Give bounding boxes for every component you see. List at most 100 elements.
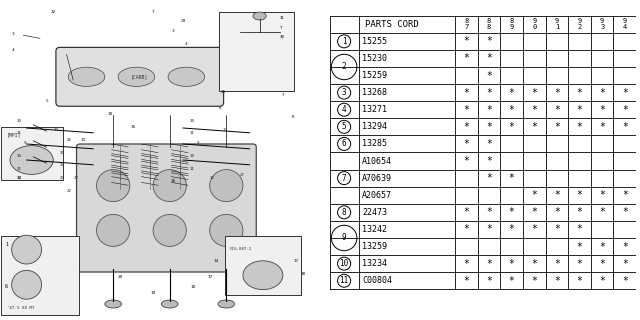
Text: *: * (577, 105, 582, 115)
Text: 11: 11 (17, 132, 22, 135)
FancyBboxPatch shape (1, 127, 63, 180)
Text: 15259: 15259 (362, 71, 387, 80)
Ellipse shape (105, 300, 122, 308)
Text: 9: 9 (196, 141, 199, 145)
Text: 13294: 13294 (362, 122, 387, 131)
Text: 4: 4 (12, 48, 15, 52)
Text: T: T (280, 26, 282, 30)
Text: *: * (577, 190, 582, 200)
Text: *: * (531, 259, 537, 268)
Text: *: * (577, 259, 582, 268)
Text: 13259: 13259 (362, 242, 387, 251)
Text: 35: 35 (220, 90, 226, 94)
Text: 13268: 13268 (362, 88, 387, 97)
Text: *: * (554, 207, 560, 217)
Ellipse shape (10, 146, 53, 174)
Text: *: * (554, 105, 560, 115)
Text: 9: 9 (23, 141, 26, 145)
Text: 13285: 13285 (362, 140, 387, 148)
Text: 3: 3 (172, 29, 174, 33)
Text: *: * (577, 224, 582, 235)
Text: 1: 1 (5, 243, 8, 247)
Text: 16: 16 (170, 180, 176, 183)
Circle shape (12, 235, 42, 264)
Text: 13242: 13242 (362, 225, 387, 234)
Text: 13271: 13271 (362, 105, 387, 114)
Text: *: * (599, 122, 605, 132)
Text: 8: 8 (342, 208, 346, 217)
Text: *: * (509, 276, 515, 286)
Text: *: * (463, 207, 469, 217)
Text: 6: 6 (5, 284, 8, 289)
FancyBboxPatch shape (225, 236, 301, 295)
Text: A10654: A10654 (362, 156, 392, 165)
Circle shape (210, 214, 243, 246)
Text: [MPI]: [MPI] (6, 132, 21, 137)
Text: *: * (577, 88, 582, 98)
Text: 22473: 22473 (362, 208, 387, 217)
Text: 15: 15 (131, 125, 136, 129)
Text: 27: 27 (73, 176, 78, 180)
Text: 9
0: 9 0 (532, 19, 536, 30)
Text: *: * (486, 122, 492, 132)
Text: 18: 18 (190, 285, 196, 289)
Text: *: * (622, 207, 628, 217)
Text: A20657: A20657 (362, 191, 392, 200)
Circle shape (153, 170, 186, 202)
Text: 8: 8 (292, 116, 294, 119)
Text: 9
1: 9 1 (555, 19, 559, 30)
Text: *: * (486, 105, 492, 115)
Text: *: * (577, 207, 582, 217)
Text: *: * (599, 259, 605, 268)
Text: 7: 7 (282, 93, 284, 97)
Text: 4: 4 (342, 105, 346, 114)
FancyBboxPatch shape (1, 236, 79, 315)
Text: *: * (486, 224, 492, 235)
Text: *: * (509, 122, 515, 132)
Text: 31: 31 (280, 16, 285, 20)
Text: 11: 11 (17, 167, 22, 171)
Text: *: * (622, 276, 628, 286)
Text: 9
4: 9 4 (623, 19, 627, 30)
Text: 29: 29 (180, 20, 186, 23)
Text: A70639: A70639 (362, 174, 392, 183)
Text: *: * (531, 224, 537, 235)
Text: 30: 30 (280, 36, 285, 39)
Text: 7: 7 (342, 174, 346, 183)
Text: *: * (509, 173, 515, 183)
Text: *: * (486, 53, 492, 63)
Text: *: * (486, 139, 492, 149)
Circle shape (153, 214, 186, 246)
Text: 10: 10 (339, 259, 349, 268)
Text: *: * (599, 105, 605, 115)
FancyBboxPatch shape (219, 12, 294, 91)
Text: 21: 21 (81, 138, 86, 142)
Text: 19: 19 (150, 292, 156, 295)
Ellipse shape (68, 67, 105, 86)
Text: *: * (599, 242, 605, 252)
Text: FIG.087-2: FIG.087-2 (230, 247, 252, 251)
Text: 3: 3 (342, 88, 346, 97)
Text: 10: 10 (17, 119, 22, 123)
Text: *: * (486, 276, 492, 286)
Text: 24: 24 (60, 164, 65, 167)
Text: 8
7: 8 7 (464, 19, 468, 30)
Text: *: * (622, 88, 628, 98)
Ellipse shape (118, 67, 155, 86)
Text: *: * (622, 105, 628, 115)
Text: *: * (463, 276, 469, 286)
Text: *: * (486, 70, 492, 81)
Text: '87.5 88 MY: '87.5 88 MY (6, 306, 34, 310)
Text: 22: 22 (67, 189, 72, 193)
Text: 9
2: 9 2 (577, 19, 582, 30)
Text: *: * (622, 122, 628, 132)
Text: *: * (554, 259, 560, 268)
Text: 17: 17 (294, 260, 299, 263)
Text: *: * (577, 242, 582, 252)
Text: 9
3: 9 3 (600, 19, 604, 30)
Text: *: * (463, 122, 469, 132)
Text: *: * (554, 276, 560, 286)
Text: 3: 3 (12, 32, 15, 36)
Text: *: * (622, 259, 628, 268)
Text: *: * (577, 276, 582, 286)
